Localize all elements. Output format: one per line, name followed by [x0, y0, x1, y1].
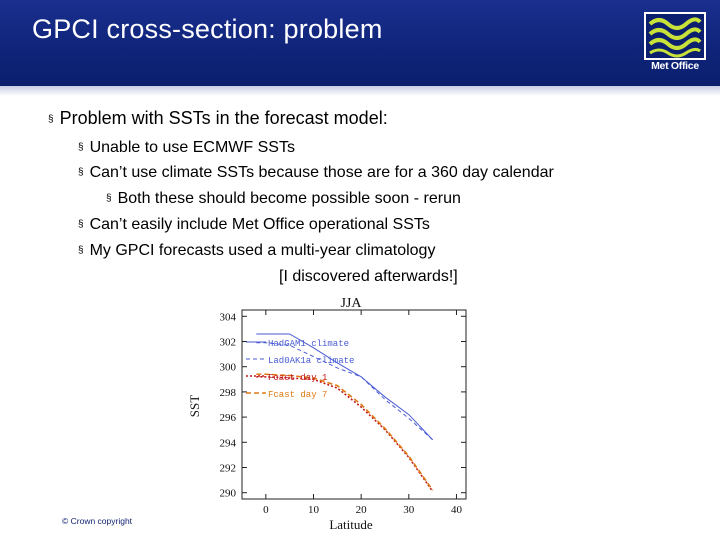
- y-tick-label: 290: [220, 488, 237, 500]
- series-line-3: [256, 375, 434, 492]
- bullet-text: Problem with SSTs in the forecast model:: [59, 108, 388, 128]
- sst-line-chart: JJA 0 10 20 30 40 290 292 294 296 298 300 302 304 Ha…: [187, 296, 467, 532]
- x-axis-label: Latitude: [329, 517, 373, 532]
- bullet-marker-icon: §: [106, 193, 112, 204]
- met-office-logo: Met Office: [644, 12, 706, 76]
- bullet-text: Can’t easily include Met Office operatio…: [89, 216, 430, 233]
- bullet-text: Can’t use climate SSTs because those are…: [89, 164, 554, 181]
- bullet-marker-icon: §: [48, 114, 54, 125]
- side-note: [I discovered afterwards!]: [279, 268, 458, 285]
- y-tick-label: 292: [220, 463, 237, 475]
- bullet-item: § Can’t use climate SSTs because those ar…: [78, 164, 554, 182]
- plot-frame: [241, 309, 467, 500]
- series-line-1: [256, 333, 434, 441]
- x-tick-label: 40: [451, 504, 463, 516]
- x-tick-label: 20: [356, 504, 368, 516]
- y-tick-label: 302: [220, 337, 237, 349]
- legend-label: Lad0AK1a climate: [268, 356, 354, 366]
- series-line-2: [256, 342, 433, 441]
- y-tick-label: 296: [220, 412, 237, 424]
- header-fade: [0, 86, 720, 96]
- bullet-text: My GPCI forecasts used a multi-year clim…: [89, 242, 436, 259]
- wave-logo-icon: [644, 12, 706, 60]
- slide-header: GPCI cross-section: problem Met Office: [0, 0, 720, 86]
- chart-title: JJA: [340, 296, 362, 311]
- x-tick-label: 0: [263, 504, 269, 516]
- series-line-4: [256, 373, 434, 491]
- bullet-item: § My GPCI forecasts used a multi-year cli…: [78, 242, 435, 260]
- y-tick-label: 294: [220, 437, 237, 449]
- slide-title: GPCI cross-section: problem: [32, 14, 383, 44]
- bullet-marker-icon: §: [78, 219, 84, 230]
- y-axis-label: SST: [187, 395, 202, 417]
- bullet-text: Both these should become possible soon -…: [117, 190, 461, 207]
- bullet-marker-icon: §: [78, 142, 84, 153]
- x-tick-label: 30: [403, 504, 415, 516]
- bullet-marker-icon: §: [78, 245, 84, 256]
- bullet-item: § Unable to use ECMWF SSTs: [78, 139, 295, 157]
- bullet-item: § Both these should become possible soon …: [106, 190, 461, 208]
- x-tick-label: 10: [308, 504, 320, 516]
- copyright-text: © Crown copyright: [62, 516, 133, 526]
- bullet-text: Unable to use ECMWF SSTs: [89, 139, 295, 156]
- bullet-item: § Problem with SSTs in the forecast model…: [48, 108, 388, 129]
- y-tick-label: 304: [220, 311, 237, 323]
- logo-label: Met Office: [651, 60, 699, 72]
- bullet-marker-icon: §: [78, 167, 84, 178]
- legend-label: Fcast day 7: [268, 390, 327, 400]
- bullet-item: § Can’t easily include Met Office operati…: [78, 216, 430, 234]
- y-tick-label: 298: [220, 387, 237, 399]
- y-tick-label: 300: [220, 362, 237, 374]
- legend-label: Fcast day 1: [268, 373, 327, 383]
- legend-label: HadGAM1 climate: [268, 339, 349, 349]
